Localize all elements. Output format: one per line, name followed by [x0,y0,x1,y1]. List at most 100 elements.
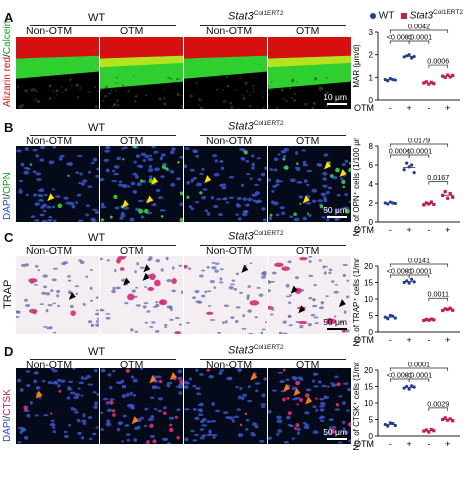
p-value-label: 0.0141 [408,258,430,265]
y-tick-label: 3 [369,28,374,37]
data-point [451,195,455,199]
data-point [393,78,397,82]
data-point [429,317,433,321]
y-axis-label: No. of TRAP⁺ cells (1/mm) [352,258,361,346]
y-tick-label: 15 [364,279,373,288]
condition-label: Non-OTM [206,135,253,147]
data-point [393,423,397,428]
significance-bracket [389,263,449,267]
x-axis-label: OTM [354,439,374,449]
scale-bar-label: 10 μm [323,92,347,102]
micrograph [16,368,99,444]
micrograph [100,146,183,222]
x-tick-label: - [427,335,430,345]
y-tick-label: 10 [364,399,373,408]
micrograph: 50 μm [268,146,351,222]
data-point [422,429,426,433]
y-axis-label: No. of CTSK⁺ cells (1/mm) [352,362,361,450]
scale-bar [327,328,347,330]
condition-label: OTM [120,135,144,147]
data-point [393,201,397,206]
data-point [446,73,450,77]
micrograph [16,146,99,222]
group-header-wt: WT [88,12,106,24]
scale-bar [327,216,347,218]
data-point [405,161,409,165]
x-tick-label: + [407,439,412,449]
data-point [427,430,431,434]
condition-label: OTM [120,25,144,37]
data-point [412,54,416,59]
x-tick-label: + [407,225,412,235]
data-point [407,281,411,285]
data-point [424,428,428,432]
group-header-stat3-name: Stat3 [228,230,254,243]
group-underline [30,359,176,360]
data-point [391,314,395,318]
data-point [383,78,387,82]
legend-wt-label: WT [378,10,395,22]
x-tick-label: + [445,335,450,345]
data-point [448,306,452,310]
y-tick-label: 0 [369,432,374,441]
group-underline [30,245,176,246]
data-point [391,78,395,82]
data-point [410,163,414,167]
data-point [383,201,387,205]
group-header-stat3-sup: Col1ERT2 [253,10,284,17]
data-point [429,427,433,431]
significance-bracket [408,378,430,382]
x-axis-label: OTM [354,103,374,113]
group-underline [200,25,346,26]
data-point [448,191,452,196]
y-tick-label: 8 [369,142,374,151]
p-value-label: <0.0001 [406,267,432,276]
scale-bar-label: 50 μm [323,317,347,327]
condition-label: OTM [296,25,320,37]
data-point [432,429,436,433]
x-axis-label: OTM [354,335,374,345]
x-tick-label: + [445,439,450,449]
data-point [402,168,406,172]
data-point [393,316,397,320]
data-point [407,387,411,391]
y-tick-label: 6 [369,161,374,170]
micrograph [100,368,183,444]
y-axis-label: No. of OPN⁺ cells (1/100 μm) [352,138,361,236]
data-point [402,386,406,390]
group-header-wt: WT [88,232,106,244]
p-value-label: <0.0001 [406,33,432,42]
data-point [422,318,426,323]
stain-label: Alizarin red/Calcein [2,20,13,107]
significance-bracket [428,407,449,411]
x-tick-label: + [407,103,412,113]
x-tick-label: - [389,335,392,345]
data-point [386,202,390,206]
data-point [443,75,447,79]
legend-wt-dot [370,12,376,19]
group-underline [30,25,176,26]
y-tick-label: 20 [364,366,373,375]
data-point [388,421,392,425]
p-value-label: <0.0001 [406,371,432,380]
stain-label: DAPI/CTSK [2,389,13,442]
x-tick-label: - [427,439,430,449]
data-point [441,74,445,78]
data-point [405,384,409,389]
data-point [386,79,390,83]
data-point [427,318,431,322]
y-tick-label: 2 [369,199,374,208]
scale-bar [327,103,347,105]
data-point [422,81,426,85]
data-point [451,308,455,312]
data-point [451,419,455,423]
data-point [407,165,411,169]
p-value-label: 0.0006 [427,57,449,66]
data-point [405,279,409,283]
p-value-label: 0.0179 [408,138,430,145]
group-header-wt: WT [88,122,106,134]
data-point [422,203,426,207]
panel-letter: C [4,230,14,245]
data-point [432,318,436,322]
